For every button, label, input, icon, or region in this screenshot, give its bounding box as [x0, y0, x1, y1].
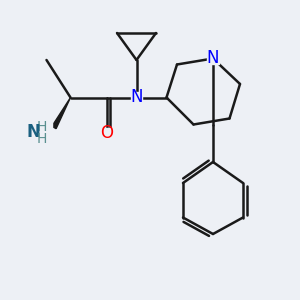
Text: H: H	[37, 120, 47, 134]
Text: N: N	[130, 88, 143, 106]
Text: N: N	[207, 50, 219, 68]
Bar	[29, 122, 52, 142]
Bar	[207, 53, 219, 64]
Bar	[100, 128, 113, 139]
Text: N: N	[27, 123, 41, 141]
Bar	[131, 92, 142, 103]
Text: H: H	[37, 132, 47, 145]
Text: O: O	[100, 124, 113, 142]
Polygon shape	[52, 98, 70, 129]
